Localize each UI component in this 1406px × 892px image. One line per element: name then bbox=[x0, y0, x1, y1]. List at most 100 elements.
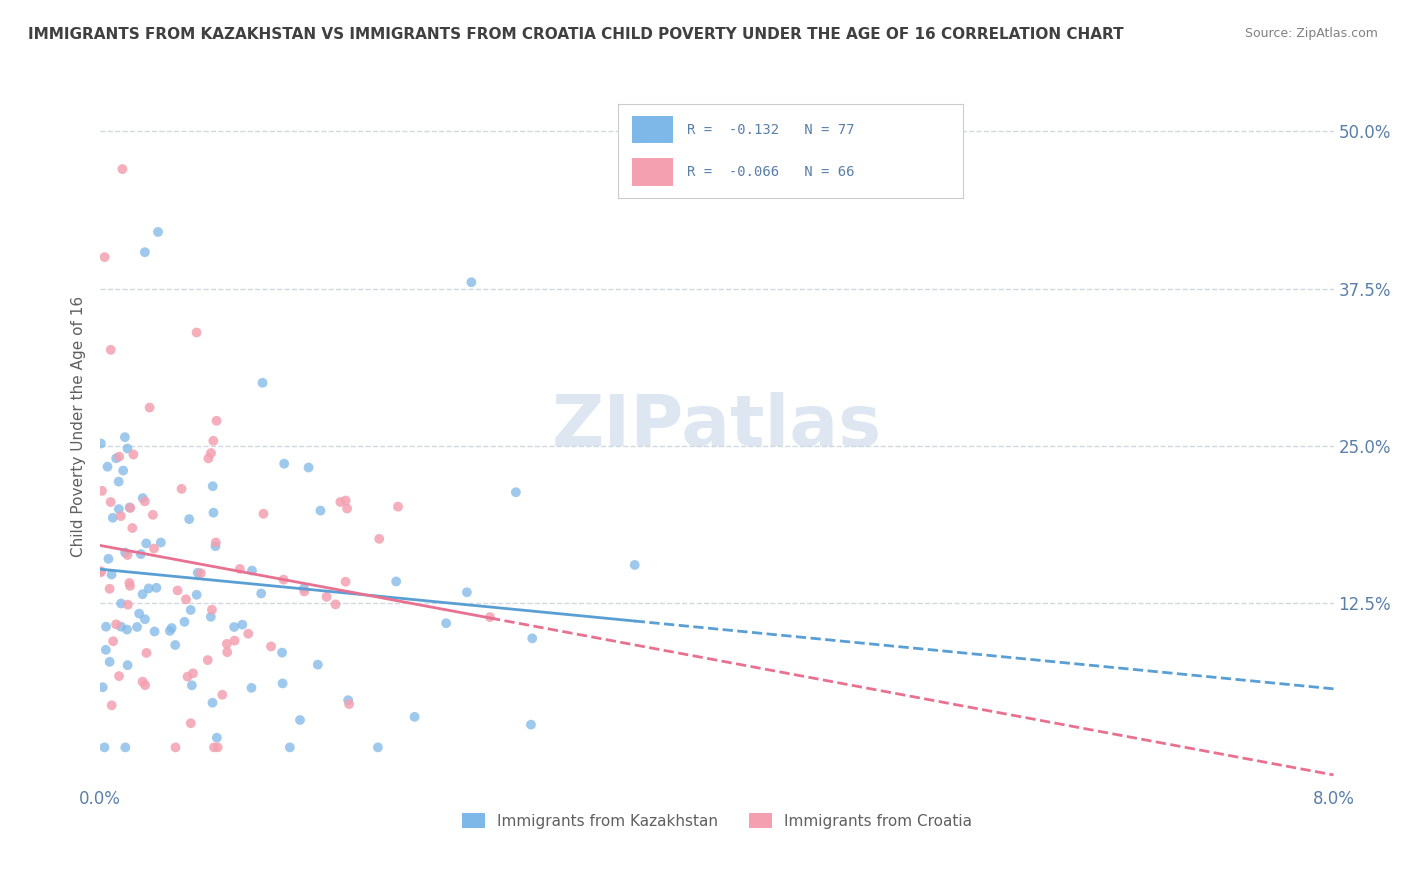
Point bbox=[250, 586, 273, 600]
Y-axis label: Child Poverty Under the Age of 16: Child Poverty Under the Age of 16 bbox=[72, 296, 86, 558]
Point bbox=[138, 582, 160, 596]
Point bbox=[201, 603, 224, 617]
Point bbox=[114, 430, 136, 444]
Text: IMMIGRANTS FROM KAZAKHSTAN VS IMMIGRANTS FROM CROATIA CHILD POVERTY UNDER THE AG: IMMIGRANTS FROM KAZAKHSTAN VS IMMIGRANTS… bbox=[28, 27, 1123, 42]
Point bbox=[368, 532, 391, 546]
Point bbox=[142, 508, 165, 522]
Point bbox=[134, 612, 156, 626]
Point bbox=[204, 539, 226, 553]
Point bbox=[387, 500, 409, 514]
Point bbox=[522, 632, 544, 646]
Legend: Immigrants from Kazakhstan, Immigrants from Croatia: Immigrants from Kazakhstan, Immigrants f… bbox=[456, 806, 977, 835]
Point bbox=[90, 566, 112, 580]
Point bbox=[623, 558, 645, 572]
Point bbox=[207, 740, 229, 755]
Point bbox=[434, 616, 457, 631]
Text: ZIPatlas: ZIPatlas bbox=[551, 392, 882, 461]
Point bbox=[315, 590, 337, 604]
Point bbox=[93, 740, 115, 755]
Point bbox=[100, 698, 122, 713]
Point bbox=[118, 579, 141, 593]
Point bbox=[200, 609, 222, 624]
Point bbox=[238, 626, 260, 640]
Point bbox=[179, 512, 201, 526]
Point bbox=[143, 624, 166, 639]
Point bbox=[297, 460, 319, 475]
Point bbox=[131, 674, 153, 689]
Point bbox=[112, 464, 135, 478]
Point bbox=[90, 483, 112, 498]
Point bbox=[325, 598, 347, 612]
Point bbox=[273, 457, 295, 471]
Point bbox=[186, 326, 208, 340]
Point bbox=[93, 250, 115, 264]
Point bbox=[134, 245, 156, 260]
Point bbox=[105, 451, 128, 466]
Point bbox=[211, 688, 233, 702]
Point bbox=[520, 717, 543, 731]
Point bbox=[160, 621, 183, 635]
Point bbox=[128, 607, 150, 621]
Point bbox=[146, 225, 169, 239]
Point bbox=[271, 646, 294, 660]
Point bbox=[335, 493, 357, 508]
Point bbox=[110, 509, 132, 524]
Point bbox=[96, 459, 118, 474]
Point bbox=[187, 566, 209, 580]
Point bbox=[165, 740, 187, 755]
Point bbox=[186, 588, 208, 602]
Point bbox=[180, 603, 202, 617]
Point bbox=[135, 536, 157, 550]
Point bbox=[181, 666, 204, 681]
Point bbox=[202, 434, 225, 448]
Point bbox=[134, 678, 156, 692]
Point bbox=[456, 585, 478, 599]
Point bbox=[165, 638, 187, 652]
Point bbox=[224, 620, 246, 634]
Point bbox=[90, 436, 112, 450]
Point bbox=[240, 564, 263, 578]
Point bbox=[110, 597, 132, 611]
Point bbox=[240, 681, 263, 695]
Point bbox=[105, 617, 128, 632]
Point bbox=[94, 620, 117, 634]
Point bbox=[460, 275, 482, 289]
Point bbox=[205, 414, 228, 428]
Point bbox=[201, 479, 224, 493]
Point bbox=[118, 576, 141, 591]
Point bbox=[125, 620, 148, 634]
Point bbox=[335, 574, 357, 589]
Point bbox=[202, 506, 225, 520]
Point bbox=[121, 521, 143, 535]
Point bbox=[273, 573, 295, 587]
Point bbox=[145, 581, 167, 595]
Point bbox=[180, 678, 202, 692]
Point bbox=[309, 503, 332, 517]
Point bbox=[367, 740, 389, 755]
Point bbox=[132, 491, 155, 505]
Point bbox=[201, 696, 224, 710]
Point bbox=[100, 495, 122, 509]
Point bbox=[108, 450, 131, 464]
Point bbox=[114, 740, 136, 755]
Text: Source: ZipAtlas.com: Source: ZipAtlas.com bbox=[1244, 27, 1378, 40]
Point bbox=[278, 740, 301, 755]
Point bbox=[217, 645, 239, 659]
Point bbox=[114, 545, 136, 559]
Point bbox=[100, 343, 122, 357]
Point bbox=[190, 566, 212, 581]
Point bbox=[215, 637, 238, 651]
Point bbox=[478, 610, 501, 624]
Point bbox=[134, 494, 156, 508]
Point bbox=[176, 670, 198, 684]
Point bbox=[117, 548, 139, 562]
Point bbox=[159, 624, 181, 638]
Point bbox=[205, 731, 228, 745]
Point bbox=[117, 598, 139, 612]
Point bbox=[174, 592, 197, 607]
Point bbox=[94, 643, 117, 657]
Point bbox=[404, 710, 426, 724]
Point bbox=[204, 535, 226, 549]
Point bbox=[231, 617, 253, 632]
Point bbox=[337, 697, 360, 711]
